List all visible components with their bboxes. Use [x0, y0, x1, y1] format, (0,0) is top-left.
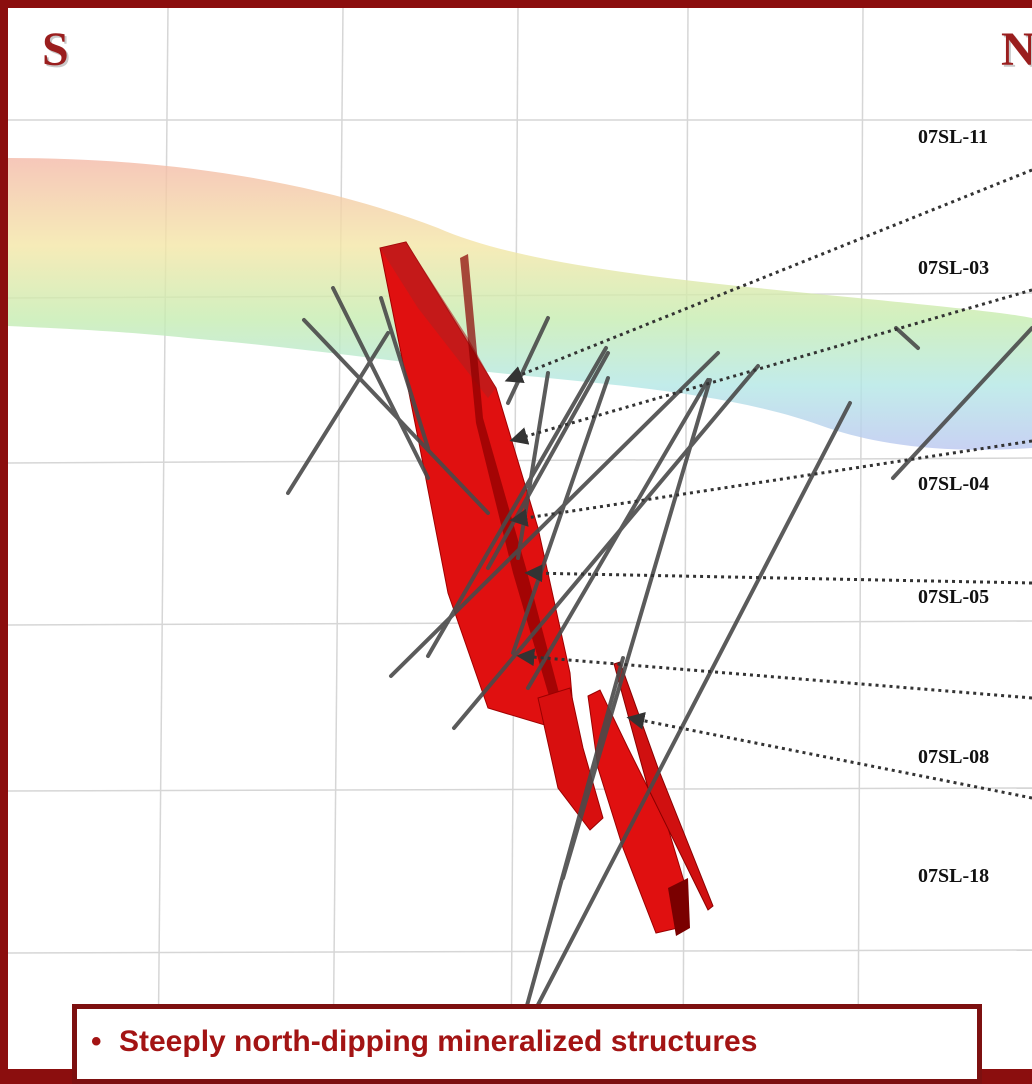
drill-hole-label-07SL-03: 07SL-03 [918, 257, 990, 279]
cross-section-scene [8, 8, 1032, 1069]
callout-bullet: • [91, 1025, 102, 1058]
drill-hole-label-07SL-18: 07SL-18 [918, 865, 990, 887]
compass-south-label: S [42, 23, 69, 76]
leader-lines [504, 168, 1032, 800]
section-view: S N 07SL-11 07SL-03 07SL-04 07SL-05 07SL… [8, 8, 1032, 1069]
drill-hole-label-07SL-05: 07SL-05 [918, 586, 990, 608]
mineralized-body-main [379, 241, 604, 831]
topography-surface [8, 158, 1032, 450]
drill-hole-label-07SL-08: 07SL-08 [918, 746, 990, 768]
drill-hole-label-07SL-11: 07SL-11 [918, 126, 989, 148]
drill-hole-label-07SL-04: 07SL-04 [918, 473, 990, 495]
callout-text: Steeply north-dipping mineralized struct… [119, 1025, 758, 1058]
compass-north-label: N [1001, 23, 1032, 76]
drill-traces [286, 286, 1032, 1055]
callout-box: • Steeply north-dipping mineralized stru… [72, 1004, 982, 1084]
